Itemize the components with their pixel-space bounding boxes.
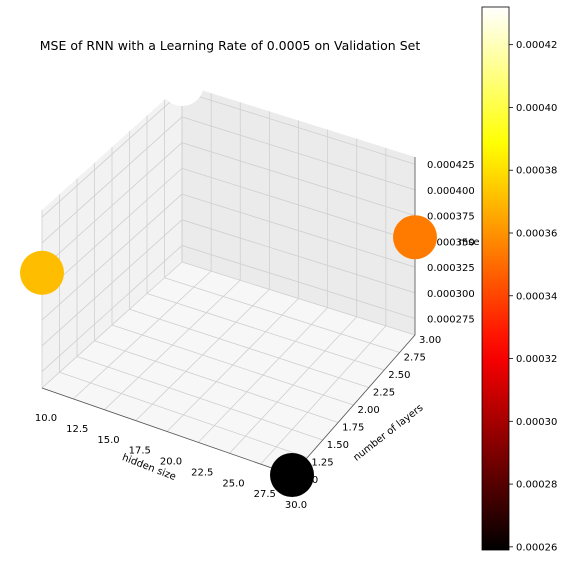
x-axis-line [41, 387, 293, 476]
data-point [20, 250, 64, 295]
grid-line-z [181, 116, 416, 191]
colorbar-bar [481, 6, 510, 551]
floor-pane [42, 262, 415, 475]
z-tick-label: 0.000375 [427, 212, 475, 223]
data-point [270, 453, 314, 497]
grid-line-z [41, 193, 183, 321]
colorbar-tick-label: 0.00030 [516, 417, 557, 428]
grid-line-y [146, 293, 385, 371]
axes-3d: 10.012.515.017.520.022.525.027.530.01.00… [20, 62, 480, 511]
grid-line-z [41, 142, 183, 269]
grid-line-z [41, 90, 183, 218]
y-tick-label: 2.75 [404, 353, 426, 364]
grid-line-y [94, 340, 339, 423]
x-tick-label: 20.0 [160, 457, 182, 468]
colorbar-tick-label: 0.00034 [516, 291, 557, 302]
z-tick-label: 0.000300 [427, 289, 475, 300]
y-tick-label: 2.25 [373, 388, 395, 399]
chart-title: MSE of RNN with a Learning Rate of 0.000… [40, 38, 421, 53]
z-tick-label: 0.000325 [427, 263, 475, 274]
x-tick-label: 22.5 [191, 467, 213, 478]
grid-line-z [41, 116, 183, 244]
colorbar-tick-label: 0.00040 [516, 103, 557, 114]
y-axis-line [291, 334, 416, 476]
grid-line-y [129, 308, 369, 388]
grid-line-y [181, 261, 416, 336]
grid-line-z [181, 142, 416, 217]
y-tick-label: 3.00 [419, 335, 441, 346]
x-tick-label: 30.0 [285, 500, 307, 511]
colorbar-tick-label: 0.00032 [516, 354, 557, 365]
z-axis-label: mse [458, 237, 479, 248]
grid-line-z [181, 219, 416, 294]
x-tick-label: 15.0 [97, 435, 119, 446]
grid-line-y [76, 356, 323, 441]
grid-line-y [164, 277, 400, 353]
x-tick-label: 12.5 [66, 424, 88, 435]
y-tick-label: 1.50 [327, 440, 349, 451]
colorbar-tick-label: 0.00036 [516, 228, 557, 239]
y-tick-label: 2.50 [388, 370, 410, 381]
z-tick-label: 0.000400 [427, 186, 475, 197]
grid-line-y [111, 324, 354, 406]
y-tick-label: 2.00 [358, 405, 380, 416]
grid-line-z [41, 219, 183, 347]
x-tick-label: 25.0 [222, 478, 244, 489]
grid-line-z [41, 168, 183, 295]
z-tick-label: 0.000275 [427, 315, 475, 326]
x-tick-label: 27.5 [254, 489, 276, 500]
grid-line-z [181, 90, 416, 165]
x-tick-label: 17.5 [129, 446, 151, 457]
colorbar-tick-label: 0.00026 [516, 542, 557, 553]
z-tick-label: 0.000350 [427, 237, 475, 248]
colorbar-tick-label: 0.00042 [516, 40, 557, 51]
grid-line-z [181, 245, 416, 319]
grid-line-z [41, 245, 183, 372]
colorbar-tick-label: 0.00028 [516, 480, 557, 491]
y-tick-label: 1.75 [342, 423, 364, 434]
grid-line-z [181, 167, 416, 242]
data-point [393, 215, 437, 260]
colorbar: 0.00026 0.00028 0.00030 0.00032 0.00034 0.000… [481, 6, 557, 553]
grid-line-z [181, 193, 416, 268]
y-tick-label: 1.25 [311, 458, 333, 469]
grid-line-y [59, 371, 308, 458]
x-tick-label: 10.0 [35, 413, 57, 424]
colorbar-tick-label: 0.00038 [516, 166, 557, 177]
z-tick-label: 0.000425 [427, 160, 475, 171]
data-point [160, 62, 204, 106]
